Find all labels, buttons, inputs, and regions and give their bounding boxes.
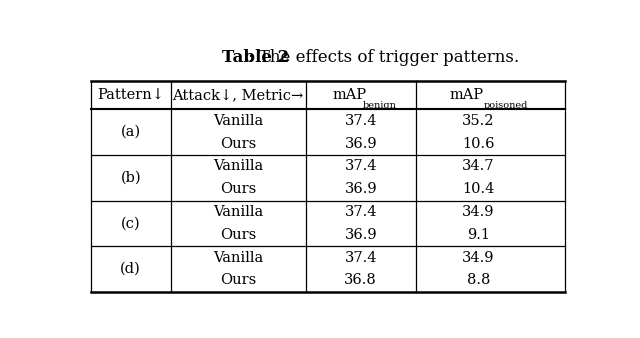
Text: Table 2: Table 2	[223, 49, 290, 66]
Text: mAP: mAP	[333, 88, 367, 102]
Text: Vanilla: Vanilla	[213, 159, 263, 173]
Text: 9.1: 9.1	[467, 228, 490, 242]
Text: mAP: mAP	[449, 88, 484, 102]
Text: (d): (d)	[120, 262, 141, 276]
Text: Vanilla: Vanilla	[213, 114, 263, 128]
Text: Ours: Ours	[220, 137, 256, 150]
Text: Vanilla: Vanilla	[213, 205, 263, 219]
Text: 34.9: 34.9	[462, 205, 495, 219]
Text: 37.4: 37.4	[344, 159, 377, 173]
Text: : The effects of trigger patterns.: : The effects of trigger patterns.	[248, 49, 519, 66]
Text: 34.9: 34.9	[462, 250, 495, 265]
Text: Ours: Ours	[220, 273, 256, 287]
Text: Attack↓, Metric→: Attack↓, Metric→	[173, 88, 304, 102]
Text: Vanilla: Vanilla	[213, 250, 263, 265]
Text: Pattern↓: Pattern↓	[97, 88, 164, 102]
Text: 36.8: 36.8	[344, 273, 377, 287]
Text: poisoned: poisoned	[484, 101, 528, 110]
Text: benign: benign	[363, 101, 397, 110]
Text: Ours: Ours	[220, 182, 256, 196]
Text: 36.9: 36.9	[344, 228, 377, 242]
Text: 36.9: 36.9	[344, 137, 377, 150]
Text: 35.2: 35.2	[462, 114, 495, 128]
Text: 37.4: 37.4	[344, 205, 377, 219]
Text: 10.4: 10.4	[462, 182, 495, 196]
Text: 36.9: 36.9	[344, 182, 377, 196]
Text: 8.8: 8.8	[467, 273, 490, 287]
Text: (b): (b)	[120, 171, 141, 185]
Text: 37.4: 37.4	[344, 250, 377, 265]
Text: 37.4: 37.4	[344, 114, 377, 128]
Text: (c): (c)	[121, 216, 141, 230]
Text: (a): (a)	[121, 125, 141, 139]
Text: 34.7: 34.7	[462, 159, 495, 173]
Text: 10.6: 10.6	[462, 137, 495, 150]
Text: Ours: Ours	[220, 228, 256, 242]
